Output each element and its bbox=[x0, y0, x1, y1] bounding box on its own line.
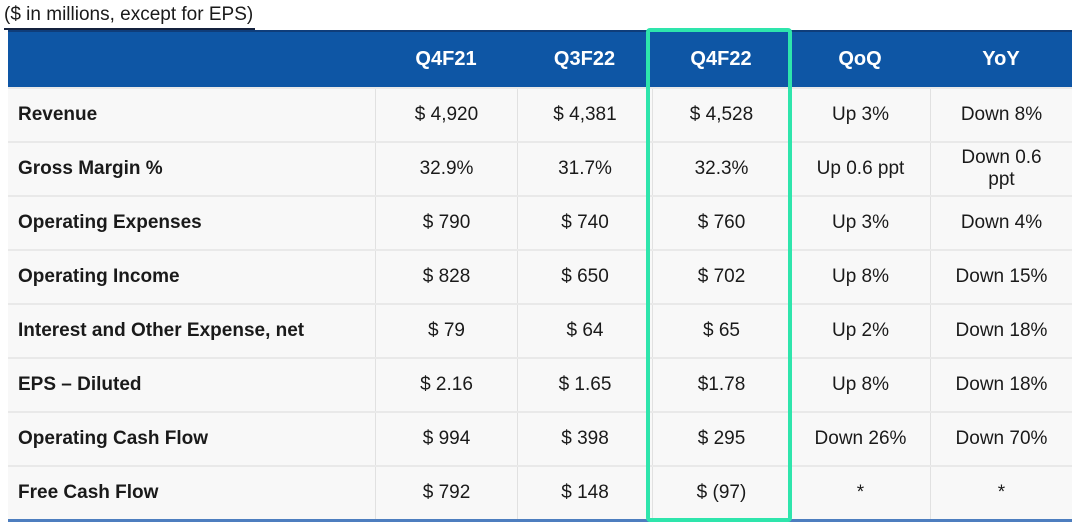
table-cell: $ 148 bbox=[517, 467, 652, 519]
table-cell: $ 295 bbox=[652, 413, 790, 465]
table-cell: Down 26% bbox=[790, 413, 930, 465]
table-header-row: Q4F21 Q3F22 Q4F22 QoQ YoY bbox=[8, 32, 1072, 87]
table-cell: Down 4% bbox=[930, 197, 1072, 249]
row-label: Free Cash Flow bbox=[18, 482, 159, 503]
financial-results-table: Q4F21 Q3F22 Q4F22 QoQ YoY Revenue $ 4,92… bbox=[8, 30, 1072, 522]
table-cell: Up 0.6 ppt bbox=[790, 143, 930, 195]
table-cell: $ 790 bbox=[375, 197, 517, 249]
table-cell: 32.9% bbox=[375, 143, 517, 195]
row-label: Operating Income bbox=[18, 266, 180, 287]
table-cell: $ 398 bbox=[517, 413, 652, 465]
table-caption: ($ in millions, except for EPS) bbox=[4, 3, 256, 30]
row-label: Operating Cash Flow bbox=[18, 428, 209, 449]
table-cell: $ (97) bbox=[652, 467, 790, 519]
table-cell: $ 79 bbox=[375, 305, 517, 357]
table-cell: $ 994 bbox=[375, 413, 517, 465]
table-cell: $ 1.65 bbox=[517, 359, 652, 411]
table-cell: $ 828 bbox=[375, 251, 517, 303]
table-row-eps-diluted: EPS – Diluted $ 2.16 $ 1.65 $1.78 Up 8% … bbox=[8, 357, 1072, 411]
table-cell: $ 4,528 bbox=[652, 89, 790, 141]
column-header-blank bbox=[8, 32, 375, 87]
table-cell: $ 4,381 bbox=[517, 89, 652, 141]
table-cell: $ 2.16 bbox=[375, 359, 517, 411]
table-cell: 31.7% bbox=[517, 143, 652, 195]
table-cell: Down 18% bbox=[930, 305, 1072, 357]
table-row-operating-expenses: Operating Expenses $ 790 $ 740 $ 760 Up … bbox=[8, 195, 1072, 249]
table-row-operating-income: Operating Income $ 828 $ 650 $ 702 Up 8%… bbox=[8, 249, 1072, 303]
table-cell: $ 792 bbox=[375, 467, 517, 519]
table-cell: $ 4,920 bbox=[375, 89, 517, 141]
table-cell: Down 15% bbox=[930, 251, 1072, 303]
table-cell: Down 18% bbox=[930, 359, 1072, 411]
table-cell: 32.3% bbox=[652, 143, 790, 195]
column-header-q4f22: Q4F22 bbox=[690, 48, 752, 70]
row-label: Interest and Other Expense, net bbox=[18, 320, 305, 341]
column-header-qoq: QoQ bbox=[838, 48, 882, 70]
table-cell: $ 65 bbox=[652, 305, 790, 357]
table-row-interest-other-expense: Interest and Other Expense, net $ 79 $ 6… bbox=[8, 303, 1072, 357]
table-cell: * bbox=[790, 467, 930, 519]
table-cell: Down 0.6 ppt bbox=[930, 143, 1072, 195]
table-cell: Up 3% bbox=[790, 197, 930, 249]
row-label: Operating Expenses bbox=[18, 212, 202, 233]
table-cell: $ 64 bbox=[517, 305, 652, 357]
table-cell: $ 702 bbox=[652, 251, 790, 303]
table-row-gross-margin: Gross Margin % 32.9% 31.7% 32.3% Up 0.6 … bbox=[8, 141, 1072, 195]
table-cell: Up 3% bbox=[790, 89, 930, 141]
table-cell: Up 8% bbox=[790, 251, 930, 303]
column-header-yoy: YoY bbox=[982, 48, 1020, 70]
row-label: Revenue bbox=[18, 104, 98, 125]
table-cell: Up 2% bbox=[790, 305, 930, 357]
table-cell: $1.78 bbox=[652, 359, 790, 411]
table-cell: $ 740 bbox=[517, 197, 652, 249]
column-header-q3f22: Q3F22 bbox=[553, 48, 616, 70]
row-label: EPS – Diluted bbox=[18, 374, 142, 395]
table-row-revenue: Revenue $ 4,920 $ 4,381 $ 4,528 Up 3% Do… bbox=[8, 87, 1072, 141]
table-cell-text: Down 0.6 ppt bbox=[961, 147, 1042, 190]
column-header-q4f21: Q4F21 bbox=[415, 48, 477, 70]
table-cell: * bbox=[930, 467, 1072, 519]
table-cell: Down 8% bbox=[930, 89, 1072, 141]
table-cell: Up 8% bbox=[790, 359, 930, 411]
table-cell: Down 70% bbox=[930, 413, 1072, 465]
table-row-operating-cash-flow: Operating Cash Flow $ 994 $ 398 $ 295 Do… bbox=[8, 411, 1072, 465]
row-label: Gross Margin % bbox=[18, 158, 163, 179]
table-cell: $ 650 bbox=[517, 251, 652, 303]
table-cell: $ 760 bbox=[652, 197, 790, 249]
table-row-free-cash-flow: Free Cash Flow $ 792 $ 148 $ (97) * * bbox=[8, 465, 1072, 519]
